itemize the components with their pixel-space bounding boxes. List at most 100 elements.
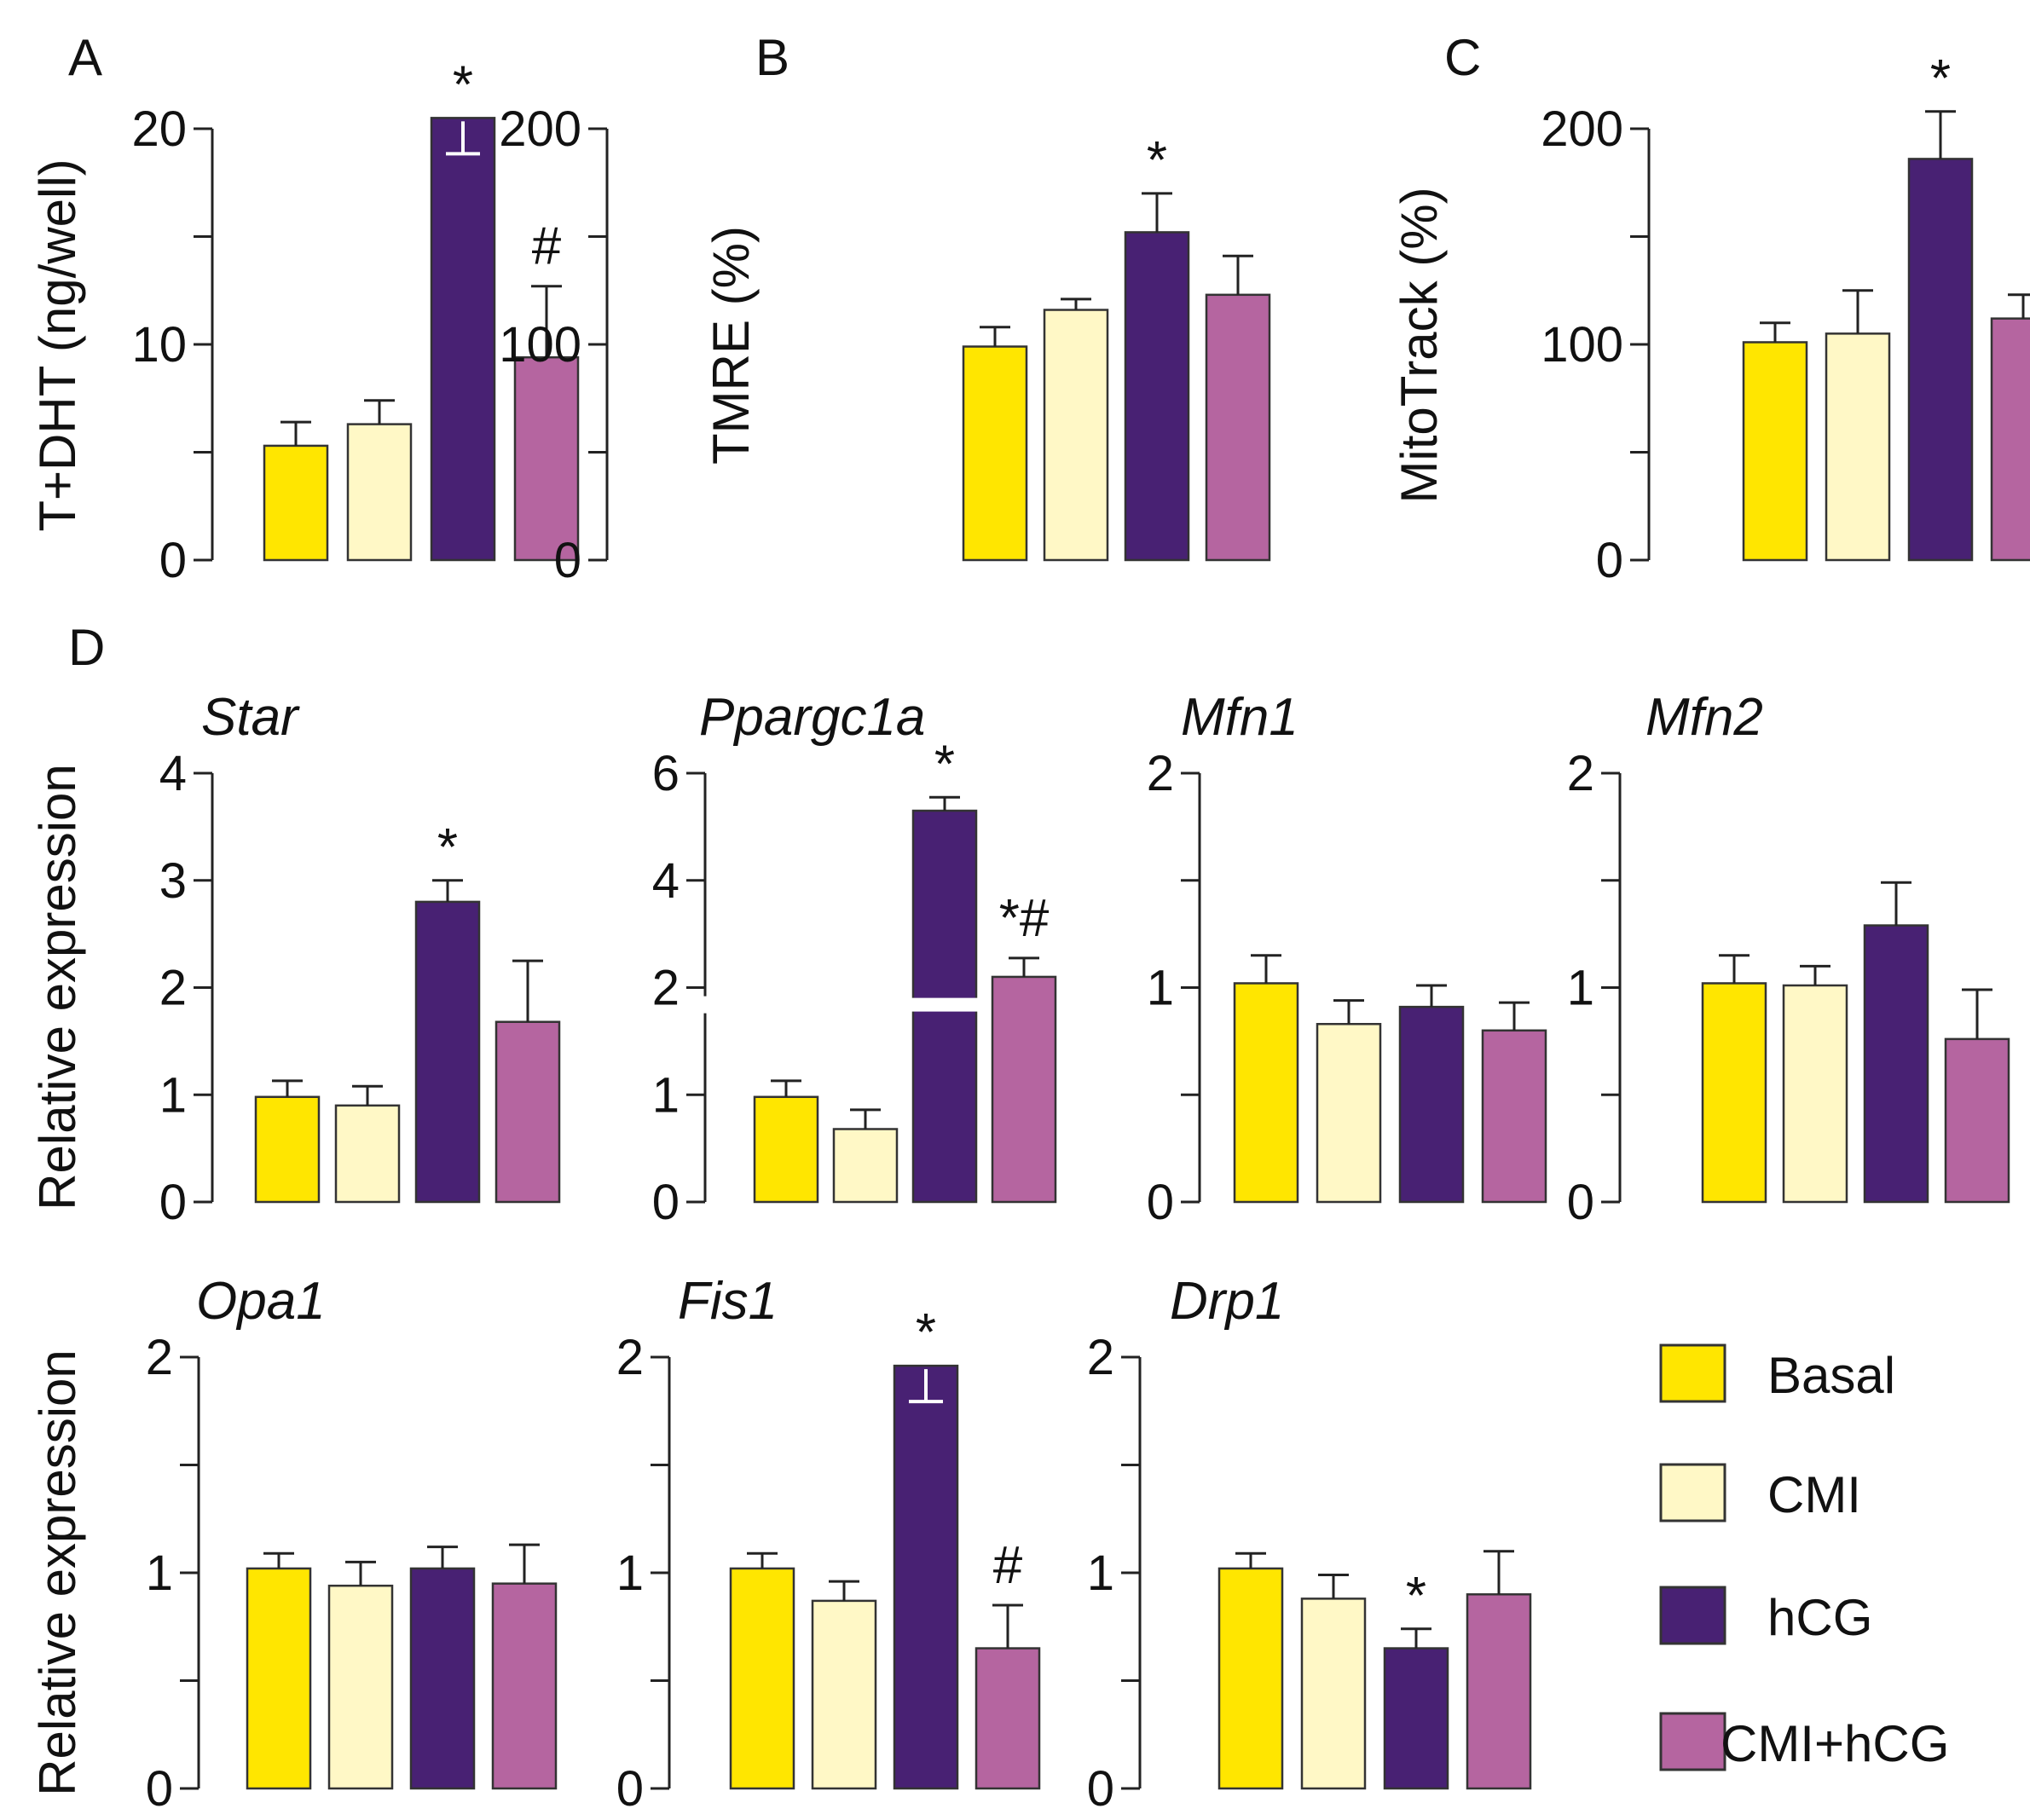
bar-hcg [430, 117, 496, 562]
chart-title: Drp1 [1170, 1272, 1284, 1331]
y-tick-label: 1 [146, 1546, 173, 1601]
bar-cmi [1782, 984, 1848, 1204]
bar-basal [729, 1567, 795, 1790]
significance-mark: # [532, 217, 562, 276]
bar-hcg [1124, 231, 1190, 562]
y-tick-label: 3 [159, 853, 187, 909]
y-tick-label: 0 [1596, 533, 1623, 588]
legend-label-cmi-hcg: CMI+hCG [1721, 1715, 1949, 1772]
bar-cmi-hcg [494, 1020, 561, 1204]
chart-mfn2: 0 1 2 Mfn2 [1567, 688, 2010, 1230]
y-tick-label: 2 [1567, 746, 1594, 801]
y-tick-label: 0 [554, 533, 581, 588]
bar-cmi-hcg [991, 975, 1057, 1204]
y-axis-label: Relative expression [29, 1349, 86, 1796]
bar-cmi [1300, 1598, 1367, 1790]
panel-letter: A [68, 29, 102, 86]
y-tick-label: 6 [652, 746, 680, 801]
chart-star: 0 1 2 3 4 * Relative expression Star D [29, 619, 561, 1230]
y-tick-label: 2 [1147, 746, 1174, 801]
y-axis-label: T+DHT (ng/well) [29, 159, 86, 531]
bar-cmi [811, 1599, 877, 1790]
y-tick-label: 4 [652, 853, 680, 909]
bar-cmi-hcg [975, 1647, 1041, 1790]
y-tick-label: 0 [159, 1175, 187, 1230]
chart-drp1: 0 1 2 * Drp1 [1087, 1272, 1532, 1817]
y-tick-label: 2 [159, 961, 187, 1016]
chart-title: Opa1 [196, 1272, 326, 1331]
y-tick-label: 200 [499, 101, 581, 157]
bar-basal [1742, 341, 1808, 562]
y-tick-label: 0 [159, 533, 187, 588]
chart-c: 0 100 200 * MitoTrack (%) C [1391, 29, 2030, 588]
bar-basal [263, 444, 329, 562]
bar-cmi [1825, 332, 1891, 562]
bar-basal [246, 1567, 312, 1790]
panel-letter: B [755, 29, 789, 86]
y-axis-label: MitoTrack (%) [1391, 187, 1448, 503]
chart-a: 0 10 20 * # T+DHT (ng/well) A [29, 29, 580, 588]
y-tick-label: 10 [131, 317, 187, 373]
significance-mark: * [437, 818, 458, 877]
y-tick-label: 0 [1567, 1175, 1594, 1230]
bar-hcg [409, 1567, 476, 1790]
bar-break [911, 997, 978, 1012]
significance-mark: *# [999, 889, 1050, 948]
bar-hcg [414, 900, 481, 1204]
chart-opa1: 0 1 2 Relative expression Opa1 [29, 1272, 558, 1817]
y-tick-label: 0 [1147, 1175, 1174, 1230]
y-tick-label: 1 [159, 1067, 187, 1123]
significance-mark: # [993, 1536, 1023, 1595]
y-tick-label: 0 [1087, 1761, 1114, 1817]
y-axis-label: TMRE (%) [703, 226, 760, 465]
bar-cmi-hcg [1944, 1037, 2010, 1204]
y-tick-label: 2 [652, 961, 680, 1016]
bar-cmi-hcg [1205, 293, 1271, 562]
chart-b: 0 100 200 * TMRE (%) B [499, 29, 1271, 588]
legend-swatch-basal [1659, 1343, 1726, 1403]
y-tick-label: 1 [1147, 961, 1174, 1016]
bar-hcg [1907, 158, 1974, 562]
legend: Basal CMI hCG CMI+hCG [1659, 1343, 1949, 1772]
bar-hcg [893, 1364, 959, 1790]
y-tick-label: 200 [1541, 101, 1623, 157]
legend-label-basal: Basal [1767, 1347, 1895, 1404]
bar-cmi-hcg [1990, 317, 2030, 562]
bar-cmi-hcg [513, 355, 580, 562]
panel-letter: D [68, 619, 105, 676]
significance-mark: * [934, 735, 955, 794]
bar-cmi-hcg [1481, 1029, 1547, 1204]
bar-basal [753, 1095, 819, 1204]
significance-mark: * [453, 55, 473, 114]
y-tick-label: 1 [1567, 961, 1594, 1016]
legend-label-hcg: hCG [1767, 1589, 1872, 1646]
bar-cmi-hcg [491, 1582, 558, 1790]
y-tick-label: 20 [131, 101, 187, 157]
bar-basal [1233, 982, 1299, 1204]
y-tick-label: 0 [652, 1175, 680, 1230]
y-tick-label: 100 [1541, 317, 1623, 373]
y-tick-label: 2 [616, 1330, 644, 1385]
legend-swatch-hcg [1659, 1586, 1726, 1645]
chart-ppargc1a: 0 1 2 4 6 * *# Ppargc1a [652, 688, 1057, 1230]
y-tick-label: 1 [616, 1546, 644, 1601]
y-tick-label: 0 [616, 1761, 644, 1817]
bar-cmi [334, 1104, 401, 1204]
y-tick-label: 2 [1087, 1330, 1114, 1385]
y-tick-label: 1 [1087, 1546, 1114, 1601]
bar-basal [1701, 982, 1767, 1204]
bar-hcg [1863, 924, 1929, 1204]
chart-title: Mfn2 [1645, 688, 1763, 747]
significance-mark: * [1930, 49, 1951, 108]
bar-cmi [1316, 1023, 1382, 1204]
bar-cmi-hcg [1466, 1593, 1532, 1790]
y-tick-label: 1 [652, 1067, 680, 1123]
bar-hcg [1383, 1647, 1449, 1790]
bar-cmi [832, 1128, 899, 1204]
bar-cmi [1043, 309, 1109, 562]
chart-title: Fis1 [678, 1272, 778, 1331]
y-tick-label: 100 [499, 317, 581, 373]
y-axis-label: Relative expression [29, 764, 86, 1210]
